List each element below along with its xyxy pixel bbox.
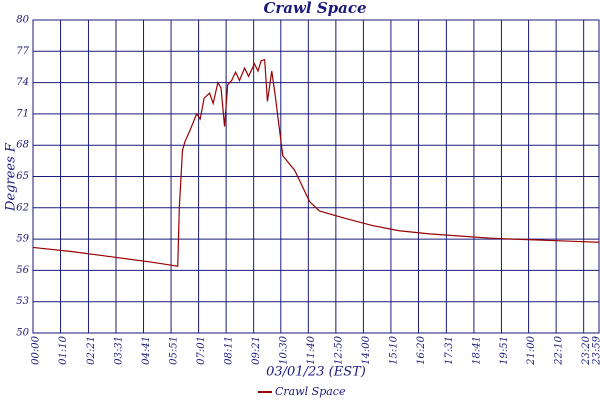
x-tick-label: 08:11: [224, 336, 235, 365]
y-tick-label: 56: [16, 265, 29, 276]
x-axis-title: 03/01/23 (EST): [266, 365, 366, 380]
x-tick-label: 21:00: [526, 335, 537, 365]
y-tick-label: 62: [16, 202, 29, 213]
y-tick-label: 53: [16, 296, 29, 307]
y-axis-title: Degrees F: [4, 142, 19, 212]
x-tick-label: 23:59: [592, 335, 600, 365]
y-tick-label: 59: [16, 234, 29, 245]
x-tick-label: 02:21: [86, 336, 97, 365]
x-tick-label: 19:51: [499, 336, 510, 365]
x-tick-label: 03:31: [113, 336, 124, 365]
x-tick-label: 01:10: [58, 335, 69, 364]
x-tick-label: 11:40: [306, 335, 317, 364]
y-tick-label: 80: [16, 15, 29, 26]
x-tick-label: 14:00: [361, 335, 372, 364]
x-tick-label: 17:31: [444, 336, 455, 365]
x-tick-label: 09:21: [251, 336, 262, 365]
plot-border: [32, 19, 600, 334]
legend-label: Crawl Space: [275, 385, 346, 398]
x-tick-label: 00:00: [31, 335, 42, 364]
y-tick-label: 68: [16, 140, 29, 151]
x-tick-label: 16:20: [416, 335, 427, 364]
data-line: [32, 58, 600, 267]
x-tick-label: 05:51: [169, 336, 180, 365]
x-tick-label: 12:50: [333, 335, 344, 364]
x-tick-label: 18:41: [471, 336, 482, 365]
y-tick-label: 74: [16, 77, 29, 88]
x-tick-label: 23:20: [581, 335, 592, 365]
y-tick-label: 77: [16, 46, 29, 57]
y-tick-label: 71: [16, 108, 29, 119]
x-tick-label: 10:30: [278, 335, 289, 364]
x-tick-label: 15:10: [388, 335, 399, 364]
x-tick-label: 07:01: [196, 336, 207, 365]
y-tick-label: 65: [16, 171, 29, 182]
y-tick-label: 50: [16, 328, 29, 339]
x-tick-label: 22:10: [554, 335, 565, 365]
x-tick-label: 04:41: [141, 336, 152, 365]
chart-title: Crawl Space: [263, 0, 366, 17]
